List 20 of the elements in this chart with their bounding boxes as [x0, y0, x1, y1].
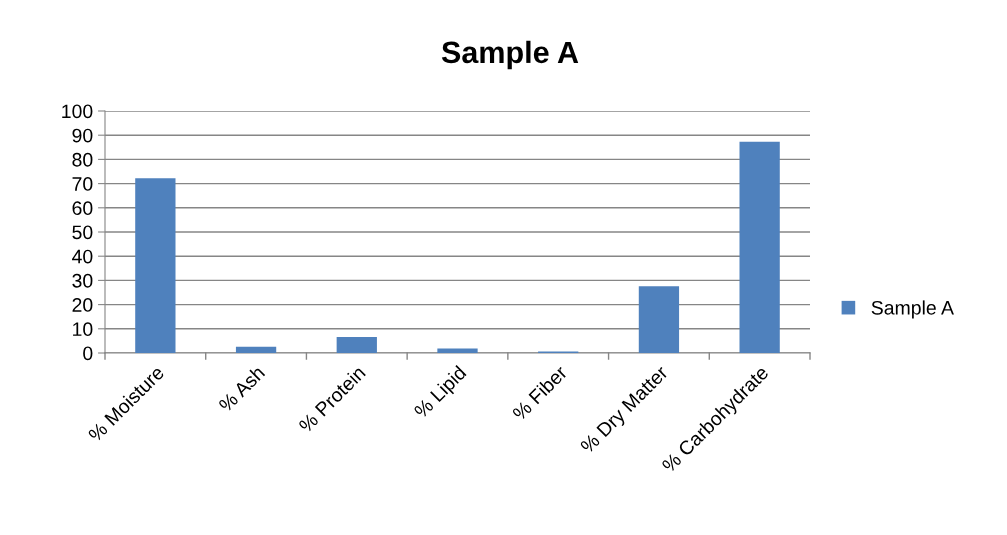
- legend-label: Sample A: [871, 300, 954, 319]
- y-tick-label: 60: [72, 201, 93, 216]
- y-tick-label: 50: [72, 225, 93, 240]
- y-tick-label: 100: [62, 104, 93, 119]
- y-tick-label: 40: [72, 249, 93, 264]
- y-tick-label: 70: [72, 177, 93, 191]
- y-tick-label: 20: [72, 298, 93, 312]
- y-tick-label: 0: [83, 346, 93, 361]
- bar: [336, 337, 377, 353]
- bar: [235, 346, 277, 353]
- chart-title: Sample A: [441, 40, 579, 70]
- y-tick-label: 90: [72, 128, 93, 143]
- y-tick-label: 30: [72, 273, 93, 288]
- bar: [638, 286, 680, 353]
- x-tick-label: % Ash: [217, 365, 266, 413]
- bar: [437, 348, 478, 353]
- bar: [739, 141, 780, 353]
- y-tick-label: 10: [73, 322, 93, 337]
- bar: [135, 178, 176, 353]
- y-tick-label: 80: [72, 152, 93, 167]
